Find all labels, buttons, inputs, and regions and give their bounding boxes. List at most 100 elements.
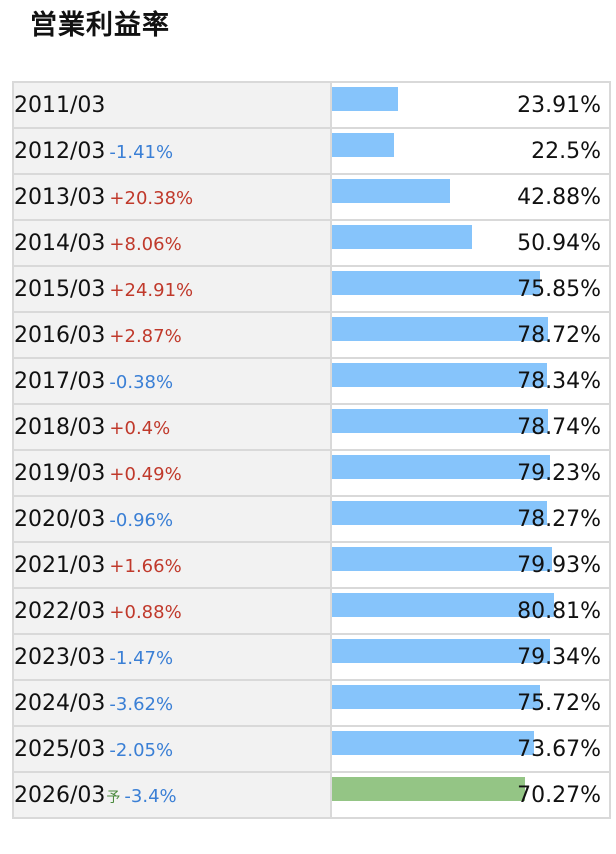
period-label: 2017/03 [14,368,106,394]
table-row: 2016/03 +2.87% 78.72% [12,311,611,359]
value-label: 22.5% [531,139,601,164]
table-row: 2019/03 +0.49% 79.23% [12,449,611,497]
operating-margin-table: 2011/03 23.91% 2012/03 -1.41% 22.5% 2013/03 +2… [12,81,611,819]
value-label: 79.34% [517,645,601,670]
value-label: 73.67% [517,737,601,762]
bar-cell: 75.85% [330,265,611,313]
value-bar [332,317,548,341]
bar-cell: 50.94% [330,219,611,267]
change-percent: -3.62% [109,693,174,715]
change-percent: +0.49% [109,463,182,485]
bar-cell: 79.23% [330,449,611,497]
period-cell: 2024/03 -3.62% [12,679,332,727]
change-percent: -0.38% [109,371,174,393]
table-row: 2020/03 -0.96% 78.27% [12,495,611,543]
period-cell: 2011/03 [12,81,332,129]
value-bar [332,87,398,111]
value-label: 70.27% [517,783,601,808]
period-cell: 2023/03 -1.47% [12,633,332,681]
bar-cell: 78.27% [330,495,611,543]
period-cell: 2020/03 -0.96% [12,495,332,543]
bar-cell: 73.67% [330,725,611,773]
change-percent: -3.4% [124,785,177,807]
table-row: 2015/03 +24.91% 75.85% [12,265,611,313]
value-label: 78.72% [517,323,601,348]
table-row: 2022/03 +0.88% 80.81% [12,587,611,635]
period-label: 2011/03 [14,92,106,118]
period-label: 2012/03 [14,138,106,164]
period-label: 2025/03 [14,736,106,762]
bar-cell: 78.34% [330,357,611,405]
period-label: 2020/03 [14,506,106,532]
period-cell: 2014/03 +8.06% [12,219,332,267]
period-cell: 2022/03 +0.88% [12,587,332,635]
change-percent: +0.88% [109,601,182,623]
value-bar [332,547,552,571]
change-percent: +20.38% [109,187,194,209]
value-bar [332,133,394,157]
bar-cell: 22.5% [330,127,611,175]
period-cell: 2016/03 +2.87% [12,311,332,359]
period-cell: 2021/03 +1.66% [12,541,332,589]
value-label: 50.94% [517,231,601,256]
period-label: 2015/03 [14,276,106,302]
period-label: 2016/03 [14,322,106,348]
forecast-bar [332,777,525,801]
value-bar [332,455,550,479]
period-cell: 2012/03 -1.41% [12,127,332,175]
table-row: 2023/03 -1.47% 79.34% [12,633,611,681]
value-bar [332,225,472,249]
period-cell: 2013/03 +20.38% [12,173,332,221]
period-cell: 2026/03予 -3.4% [12,771,332,819]
table-row: 2026/03予 -3.4% 70.27% [12,771,611,819]
value-label: 79.93% [517,553,601,578]
value-bar [332,731,534,755]
forecast-mark: 予 [106,789,121,806]
bar-cell: 23.91% [330,81,611,129]
value-bar [332,685,540,709]
table-row: 2025/03 -2.05% 73.67% [12,725,611,773]
change-percent: +0.4% [109,417,171,439]
chart-title: 営業利益率 [30,10,170,41]
bar-cell: 78.72% [330,311,611,359]
change-percent: -2.05% [109,739,174,761]
change-percent: +1.66% [109,555,182,577]
change-percent: -0.96% [109,509,174,531]
bar-cell: 79.93% [330,541,611,589]
change-percent: +8.06% [109,233,182,255]
period-label: 2021/03 [14,552,106,578]
value-label: 23.91% [517,93,601,118]
period-cell: 2015/03 +24.91% [12,265,332,313]
period-cell: 2018/03 +0.4% [12,403,332,451]
bar-cell: 80.81% [330,587,611,635]
table-row: 2018/03 +0.4% 78.74% [12,403,611,451]
value-label: 75.85% [517,277,601,302]
table-row: 2024/03 -3.62% 75.72% [12,679,611,727]
value-bar [332,179,450,203]
period-label: 2014/03 [14,230,106,256]
change-percent: -1.41% [109,141,174,163]
bar-cell: 78.74% [330,403,611,451]
period-cell: 2019/03 +0.49% [12,449,332,497]
value-label: 78.74% [517,415,601,440]
value-bar [332,271,540,295]
bar-cell: 42.88% [330,173,611,221]
period-label: 2018/03 [14,414,106,440]
value-label: 79.23% [517,461,601,486]
table-row: 2013/03 +20.38% 42.88% [12,173,611,221]
value-label: 78.34% [517,369,601,394]
table-row: 2021/03 +1.66% 79.93% [12,541,611,589]
value-bar [332,593,554,617]
change-percent: +24.91% [109,279,194,301]
value-bar [332,409,548,433]
period-label: 2026/03 [14,782,106,808]
period-label: 2024/03 [14,690,106,716]
change-percent: +2.87% [109,325,182,347]
table-row: 2011/03 23.91% [12,81,611,129]
change-percent: -1.47% [109,647,174,669]
table-row: 2014/03 +8.06% 50.94% [12,219,611,267]
value-label: 78.27% [517,507,601,532]
bar-cell: 79.34% [330,633,611,681]
value-label: 80.81% [517,599,601,624]
period-label: 2013/03 [14,184,106,210]
